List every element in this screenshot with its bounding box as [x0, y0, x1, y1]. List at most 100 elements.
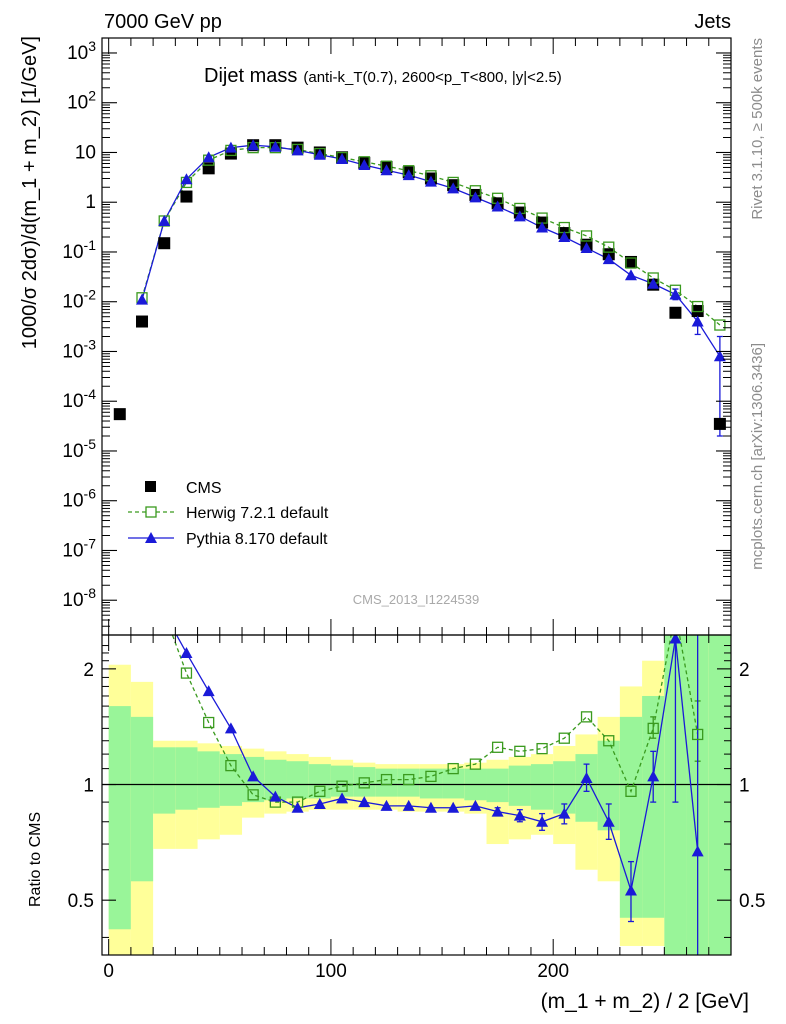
ratio-herwig-7-2-1-default-point — [358, 777, 370, 789]
ratio-pythia-8-170-default-point — [202, 685, 215, 697]
x-tick-label: 100 — [315, 961, 347, 982]
main-series-lines — [141, 144, 723, 437]
ratio-herwig-7-2-1-default-point — [558, 732, 570, 744]
inner-band-bin — [597, 740, 620, 831]
main-cms-point — [180, 190, 193, 203]
main-pythia-8-170-default-point — [358, 159, 371, 171]
ratio-herwig-7-2-1-default-point — [580, 711, 593, 723]
main-pythia-8-170-default-point — [691, 315, 704, 327]
ratio-plot-frame — [101, 634, 732, 956]
axes: 10-810-710-610-510-410-310-210-111010210… — [62, 37, 765, 982]
ratio-herwig-7-2-1-default-point — [692, 728, 704, 741]
ratio-herwig-7-2-1-default-point — [247, 789, 259, 801]
legend-label-herwig: Herwig 7.2.1 default — [186, 505, 329, 522]
ratio-herwig-7-2-1-default-point — [336, 780, 348, 792]
ratio-pythia-8-170-default-point — [336, 792, 349, 804]
inner-band-bin — [308, 764, 331, 799]
main-pythia-8-170-default-point — [224, 141, 237, 153]
ratio-y-tick-label-right: 0.5 — [739, 891, 765, 912]
ratio-pythia-8-170-default-point — [536, 815, 549, 827]
inner-band-bin — [175, 747, 198, 810]
main-pythia-8-170-default-point — [380, 164, 393, 176]
main-y-tick-label: 10-3 — [62, 336, 96, 362]
ratio-pythia-8-170-default-point — [424, 801, 437, 813]
inner-band-bin — [442, 768, 465, 799]
main-pythia-8-170-default-point — [447, 182, 460, 194]
main-pythia-8-170-default-point — [291, 144, 304, 156]
main-y-tick-label: 10 — [75, 142, 96, 163]
ratio-herwig-7-2-1-default-point — [314, 785, 326, 797]
ratio-pythia-8-170-default-point — [624, 884, 637, 896]
rivet-version-label: Rivet 3.1.10, ≥ 500k events — [749, 38, 766, 220]
ratio-herwig-7-2-1-default-point — [603, 735, 615, 747]
ratio-herwig-7-2-1-default-point — [137, 596, 147, 606]
ratio-pythia-8-170-default-point — [647, 770, 660, 782]
inner-band-bin — [264, 759, 287, 801]
inner-band-bin — [130, 716, 154, 882]
ratio-herwig-7-2-1-default-point — [514, 745, 526, 757]
main-pythia-8-170-default-point — [402, 169, 415, 181]
inner-band-bin — [286, 761, 309, 799]
main-y-tick-label: 10-6 — [62, 486, 96, 512]
main-pythia-8-170-default-point — [513, 210, 526, 222]
legend-label-cms: CMS — [186, 480, 222, 497]
ratio-pythia-8-170-default-point — [247, 770, 260, 782]
legend-marker-pythia — [145, 532, 157, 543]
main-herwig-7-2-1-default-point — [580, 230, 593, 242]
main-pythia-8-170-default-point — [669, 288, 682, 300]
ratio-herwig-7-2-1-default-point — [491, 741, 504, 753]
ratio-pythia-8-170-default-point — [158, 607, 170, 618]
x-tick-label: 0 — [103, 961, 114, 982]
ratio-pythia-8-170-default-point — [602, 815, 615, 827]
main-pythia-8-170-default-point — [647, 277, 660, 289]
inner-band-bin — [108, 706, 131, 930]
main-pythia-8-170-default-point — [536, 221, 549, 233]
main-pythia-8-170-default-point — [202, 151, 215, 163]
ratio-pythia-8-170-default-point — [291, 801, 304, 813]
ratio-y-tick-label-right: 1 — [739, 776, 750, 797]
plot-title-main: Dijet mass — [204, 65, 297, 87]
main-pythia-8-170-default-point — [424, 175, 437, 187]
main-pythia-8-170-default-point — [491, 200, 504, 212]
main-y-axis-title: 1000/σ 2dσ)/d(m_1 + m_2) [1/GeV] — [19, 36, 41, 349]
ratio-pythia-8-170-default-point — [691, 845, 704, 857]
analysis-watermark: CMS_2013_I1224539 — [353, 592, 480, 607]
ratio-pythia-8-170-default-point — [180, 646, 193, 658]
ratio-series-markers — [137, 596, 704, 896]
main-cms-point — [669, 306, 682, 319]
main-pythia-8-170-default-point — [580, 242, 593, 254]
legend-marker-cms — [145, 481, 156, 492]
main-pythia-8-170-default-point — [624, 269, 637, 281]
ratio-pythia-8-170-default-point — [358, 796, 371, 808]
ratio-herwig-7-2-1-default-point — [159, 608, 169, 618]
main-pythia-8-170-default-point — [713, 350, 726, 362]
ratio-pythia-8-170-default-point — [491, 805, 504, 817]
main-herwig-7-2-1-default-point — [603, 241, 615, 253]
plot-title-sub: (anti-k_T(0.7), 2600<p_T<800, |y|<2.5) — [303, 69, 561, 86]
inner-band-bin — [553, 761, 576, 814]
main-pythia-8-170-default-point — [269, 140, 282, 152]
ratio-y-tick-label-left: 0.5 — [68, 891, 94, 912]
main-pythia-8-170-default-point — [136, 293, 149, 305]
legend-label-pythia: Pythia 8.170 default — [186, 531, 328, 548]
ratio-pythia-8-170-default-point — [580, 771, 593, 783]
ratio-herwig-7-2-1-default-point — [536, 742, 548, 755]
ratio-herwig-7-2-1-default-point — [647, 722, 659, 735]
main-cms-point — [713, 417, 726, 430]
main-y-tick-label: 10-4 — [62, 386, 96, 412]
inner-band-bin — [642, 695, 665, 918]
x-tick-label: 200 — [537, 961, 569, 982]
main-pythia-8-170-default-point — [313, 148, 326, 160]
inner-band-bin — [375, 768, 398, 797]
inner-band-bin — [153, 747, 176, 814]
main-pythia-8-170-default-point — [558, 231, 571, 242]
legend-marker-herwig — [145, 506, 157, 518]
legend: CMS Herwig 7.2.1 default Pythia 8.170 de… — [128, 480, 329, 548]
main-pythia-8-170-default-point — [180, 173, 193, 185]
main-herwig-7-2-1-default-point — [714, 319, 726, 331]
inner-band-bin — [219, 754, 243, 806]
jets-label: Jets — [694, 11, 731, 33]
ratio-pythia-8-170-default-line — [175, 635, 699, 891]
ratio-herwig-7-2-1-default-point — [425, 770, 437, 783]
ratio-pythia-8-170-default-point — [224, 722, 237, 734]
